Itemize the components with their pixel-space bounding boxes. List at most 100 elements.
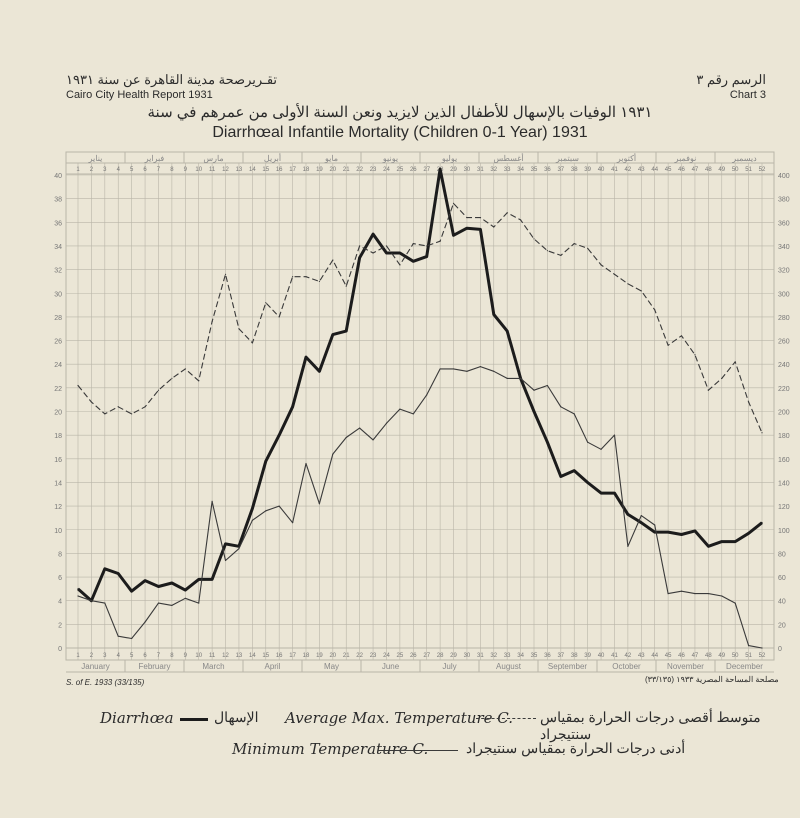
x-axis-month-label: December [726, 662, 763, 671]
diarrhoea-series-point [694, 530, 696, 532]
x-axis-week-label-top: 3 [103, 167, 107, 173]
x-axis-week-label-top: 49 [718, 167, 725, 173]
diarrhoea-series-point [291, 406, 294, 408]
diarrhoea-series-point [224, 543, 227, 545]
x-axis-week-label-top: 4 [117, 167, 121, 173]
x-axis-week-label-top: 17 [289, 167, 296, 173]
min-temperature-series-point [278, 505, 280, 507]
min-temperature-series-point [345, 436, 347, 439]
y-axis-left-tick-label: 34 [54, 244, 62, 251]
x-axis-week-label: 39 [584, 653, 591, 659]
x-axis-week-label-top: 30 [464, 167, 471, 173]
min-temperature-series-point [600, 448, 602, 450]
diarrhoea-series-point [627, 513, 629, 515]
chart-number: Chart 3 [729, 89, 766, 101]
y-axis-right-tick-label: 80 [778, 551, 786, 558]
x-axis-month-label-arabic: مارس [203, 154, 223, 163]
min-temperature-series-point [157, 602, 160, 604]
avg-max-temperature-series-point [265, 302, 267, 304]
x-axis-week-label: 45 [665, 653, 672, 659]
diarrhoea-series-point [721, 540, 723, 543]
x-axis-month-label-arabic: فبراير [144, 154, 165, 163]
x-axis-week-label: 29 [450, 653, 457, 659]
chart-number-arabic: الرسم رقم ٣ [696, 72, 766, 87]
y-axis-left-tick-label: 4 [58, 599, 62, 606]
x-axis-week-label-top: 11 [209, 167, 216, 173]
x-axis-week-label-top: 9 [184, 167, 188, 173]
x-axis-week-label: 34 [517, 653, 524, 659]
x-axis-week-label: 6 [143, 653, 147, 659]
x-axis-week-label: 28 [437, 653, 444, 659]
x-axis-week-label: 23 [370, 653, 377, 659]
y-axis-left-tick-label: 12 [54, 504, 62, 511]
avg-max-temperature-series-point [77, 384, 79, 387]
avg-max-temperature-series-point [224, 273, 227, 275]
x-axis-week-label-top: 50 [732, 167, 739, 173]
min-temperature-series-point [573, 413, 575, 415]
avg-max-temperature-series-point [452, 202, 455, 204]
diarrhoea-series-point [493, 313, 495, 316]
y-axis-right-tick-label: 120 [778, 504, 790, 511]
y-axis-right-tick-label: 240 [778, 362, 790, 369]
x-axis-week-label-top: 26 [410, 167, 417, 173]
avg-max-temperature-series-point [426, 245, 428, 247]
min-temperature-series-point [426, 394, 428, 396]
avg-max-temperature-series-point [385, 245, 388, 247]
avg-max-temperature-series-point [372, 252, 374, 254]
min-temperature-series-point [680, 590, 683, 592]
avg-max-temperature-series-point [707, 389, 709, 391]
x-axis-week-label-top: 34 [517, 167, 524, 173]
x-axis-week-label: 17 [289, 653, 296, 659]
diarrhoea-series-point [332, 334, 334, 336]
diarrhoea-series-point [77, 588, 79, 590]
x-axis-week-label: 41 [611, 653, 618, 659]
diarrhoea-series-point [318, 370, 321, 372]
x-axis-week-label: 9 [184, 653, 188, 659]
diarrhoea-series-point [399, 252, 401, 254]
diarrhoea-series-point [372, 233, 374, 235]
x-axis-week-label-top: 24 [383, 167, 390, 173]
diarrhoea-series-point [198, 578, 200, 581]
min-temperature-series-point [224, 559, 227, 562]
x-axis-week-label: 5 [130, 653, 134, 659]
diarrhoea-series-point [613, 492, 616, 494]
x-axis-month-label-arabic: سبتمبر [555, 154, 579, 163]
min-temperature-series-point [318, 503, 321, 505]
x-axis-week-label-top: 20 [329, 167, 336, 173]
min-temperature-series-point [654, 524, 656, 526]
avg-max-temperature-series-point [305, 276, 307, 278]
y-axis-left-tick-label: 40 [54, 173, 62, 180]
x-axis-month-label: January [81, 662, 109, 671]
x-axis-week-label-top: 41 [611, 167, 618, 173]
y-axis-right-tick-label: 300 [778, 291, 790, 298]
avg-max-temperature-series-point [157, 389, 160, 391]
chart-title-arabic: ١٩٣١ الوفيات بالإسهال للأطفال الذين لايز… [147, 104, 653, 121]
diarrhoea-series-point [278, 434, 280, 436]
diarrhoea-series-point [251, 507, 253, 510]
x-axis-week-label: 44 [651, 653, 658, 659]
x-axis-week-label: 43 [638, 653, 645, 659]
avg-max-temperature-series-point [573, 242, 575, 245]
x-axis-week-label: 19 [316, 653, 323, 659]
avg-max-temperature-series-point [587, 247, 589, 249]
y-axis-right-tick-label: 20 [778, 622, 786, 629]
min-temperature-series-point [627, 545, 629, 547]
y-axis-left-tick-label: 10 [54, 528, 62, 535]
x-axis-week-label: 26 [410, 653, 417, 659]
x-axis-week-label-top: 40 [598, 167, 605, 173]
avg-max-temperature-series-point [278, 316, 280, 318]
avg-max-temperature-series-point [694, 354, 696, 356]
x-axis-week-label-top: 52 [759, 167, 766, 173]
x-axis-week-label: 11 [209, 653, 216, 659]
x-axis-month-label: May [324, 662, 339, 671]
x-axis-month-label-arabic: أبريل [264, 152, 281, 163]
x-axis-week-label: 40 [598, 653, 605, 659]
x-axis-week-label-top: 18 [303, 167, 310, 173]
x-axis-week-label: 8 [170, 653, 174, 659]
x-axis-month-label: July [442, 662, 456, 671]
avg-max-temperature-series-point [680, 335, 683, 337]
diarrhoea-series-point [560, 475, 562, 478]
min-temperature-series-point [104, 602, 106, 604]
x-axis-week-label-top: 8 [170, 167, 174, 173]
min-temperature-series-point [359, 427, 361, 429]
